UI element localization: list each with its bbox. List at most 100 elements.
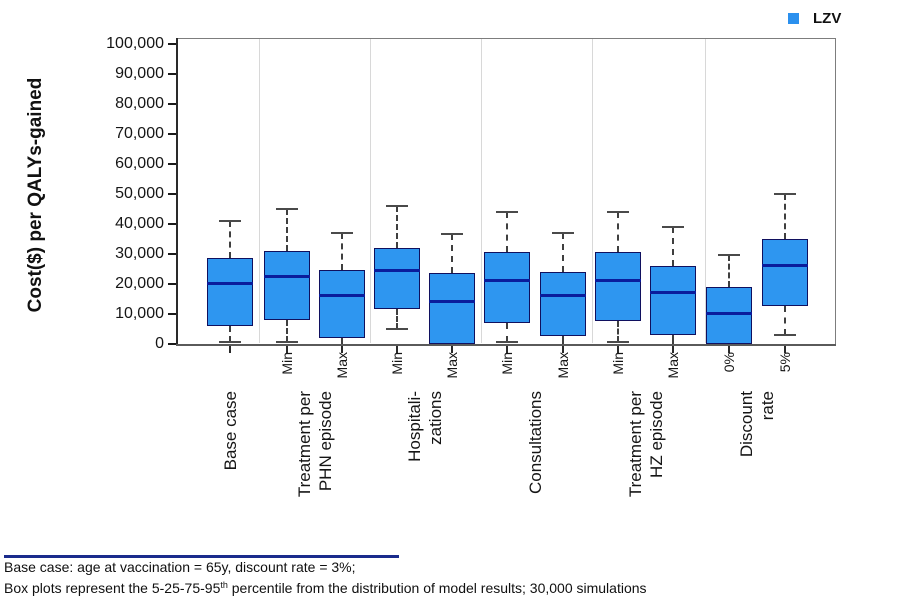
- box-sublabel: Max: [665, 352, 681, 379]
- whisker-cap-upper: [276, 207, 298, 210]
- whisker-cap-upper: [607, 210, 629, 213]
- whisker-upper: [562, 232, 564, 272]
- box-sublabel: Max: [444, 352, 460, 379]
- y-tick-label: 90,000: [115, 64, 164, 82]
- whisker-cap-lower: [774, 333, 796, 336]
- whisker-cap-upper: [219, 219, 241, 222]
- median-line: [706, 312, 752, 315]
- x-tick-mark: [229, 346, 231, 353]
- footer-note-line-2-prefix: Box plots represent the 5-25-75-95: [4, 580, 221, 596]
- x-tick-mark: [562, 346, 564, 353]
- whisker-lower: [396, 309, 398, 329]
- group-label: Treatment per HZ episode: [625, 391, 666, 498]
- whisker-upper: [784, 193, 786, 239]
- y-tick-mark: [168, 312, 177, 315]
- box-sublabel: 5%: [777, 352, 793, 373]
- box-body: [540, 271, 586, 336]
- whisker-lower: [229, 325, 231, 342]
- whisker-cap-upper: [496, 210, 518, 213]
- x-tick-mark: [617, 346, 619, 353]
- median-line: [540, 294, 586, 297]
- y-tick-label: 70,000: [115, 124, 164, 142]
- median-line: [207, 282, 253, 285]
- median-line: [319, 294, 365, 297]
- legend: LZV: [788, 8, 841, 28]
- y-tick-mark: [168, 192, 177, 195]
- y-tick-mark: [168, 72, 177, 75]
- median-line: [762, 264, 808, 267]
- y-tick-label: 60,000: [115, 154, 164, 172]
- whisker-lower: [562, 336, 564, 344]
- legend-label: LZV: [813, 9, 842, 27]
- y-tick-label: 50,000: [115, 184, 164, 202]
- x-tick-mark: [286, 346, 288, 353]
- x-tick-mark: [672, 346, 674, 353]
- box-sublabel: Min: [499, 352, 515, 375]
- whisker-cap-upper: [386, 204, 408, 207]
- whisker-upper: [341, 232, 343, 270]
- box-sublabel: Max: [555, 352, 571, 379]
- box-body: [207, 258, 253, 326]
- box-sublabel: 0%: [721, 352, 737, 373]
- whisker-upper: [451, 234, 453, 273]
- y-tick-mark: [168, 42, 177, 45]
- y-tick-mark: [168, 132, 177, 135]
- whisker-upper: [672, 226, 674, 266]
- box-body: [319, 270, 365, 338]
- x-tick-mark: [451, 346, 453, 353]
- x-tick-mark: [396, 346, 398, 353]
- whisker-cap-upper: [662, 225, 684, 228]
- whisker-cap-upper: [331, 231, 353, 234]
- box-body: [429, 273, 475, 344]
- group-label: Hospitali- zations: [404, 391, 445, 462]
- whisker-cap-upper: [552, 231, 574, 234]
- whisker-cap-upper: [441, 233, 463, 235]
- legend-marker-icon: [788, 12, 799, 24]
- box-sublabel: Min: [389, 352, 405, 375]
- y-tick-mark: [168, 222, 177, 225]
- whisker-cap-lower: [496, 341, 518, 343]
- x-tick-mark: [341, 346, 343, 353]
- box-sublabel: Max: [334, 352, 350, 379]
- whisker-cap-lower: [276, 341, 298, 343]
- y-tick-label: 10,000: [115, 304, 164, 322]
- y-tick-mark: [168, 162, 177, 165]
- group-divider: [592, 39, 593, 343]
- group-divider: [370, 39, 371, 343]
- x-axis-line: [176, 344, 836, 346]
- whisker-cap-upper: [774, 192, 796, 195]
- median-line: [650, 291, 696, 294]
- whisker-upper: [396, 205, 398, 248]
- box-body: [650, 265, 696, 335]
- whisker-upper: [617, 211, 619, 252]
- whisker-upper: [506, 211, 508, 252]
- box-body: [706, 286, 752, 344]
- whisker-lower: [506, 322, 508, 342]
- box-sublabel: Min: [279, 352, 295, 375]
- x-tick-mark: [784, 346, 786, 353]
- y-tick-label: 30,000: [115, 244, 164, 262]
- y-tick-mark: [168, 252, 177, 255]
- y-tick-label: 80,000: [115, 94, 164, 112]
- box-sublabel: Min: [610, 352, 626, 375]
- median-line: [374, 268, 420, 272]
- whisker-cap-lower: [219, 341, 241, 343]
- box-body: [374, 247, 420, 309]
- whisker-lower: [617, 321, 619, 342]
- y-tick-label: 20,000: [115, 274, 164, 292]
- y-tick-mark: [168, 282, 177, 285]
- group-divider: [481, 39, 482, 343]
- box-body: [762, 238, 808, 306]
- whisker-cap-lower: [386, 327, 408, 330]
- box-body: [595, 252, 641, 321]
- median-line: [484, 279, 530, 282]
- whisker-cap-lower: [607, 341, 629, 343]
- median-line: [429, 300, 475, 303]
- whisker-lower: [672, 334, 674, 344]
- box-body: [484, 252, 530, 323]
- y-tick-mark: [168, 342, 177, 345]
- whisker-upper: [728, 255, 730, 287]
- whisker-cap-upper: [718, 254, 740, 256]
- whisker-lower: [784, 306, 786, 335]
